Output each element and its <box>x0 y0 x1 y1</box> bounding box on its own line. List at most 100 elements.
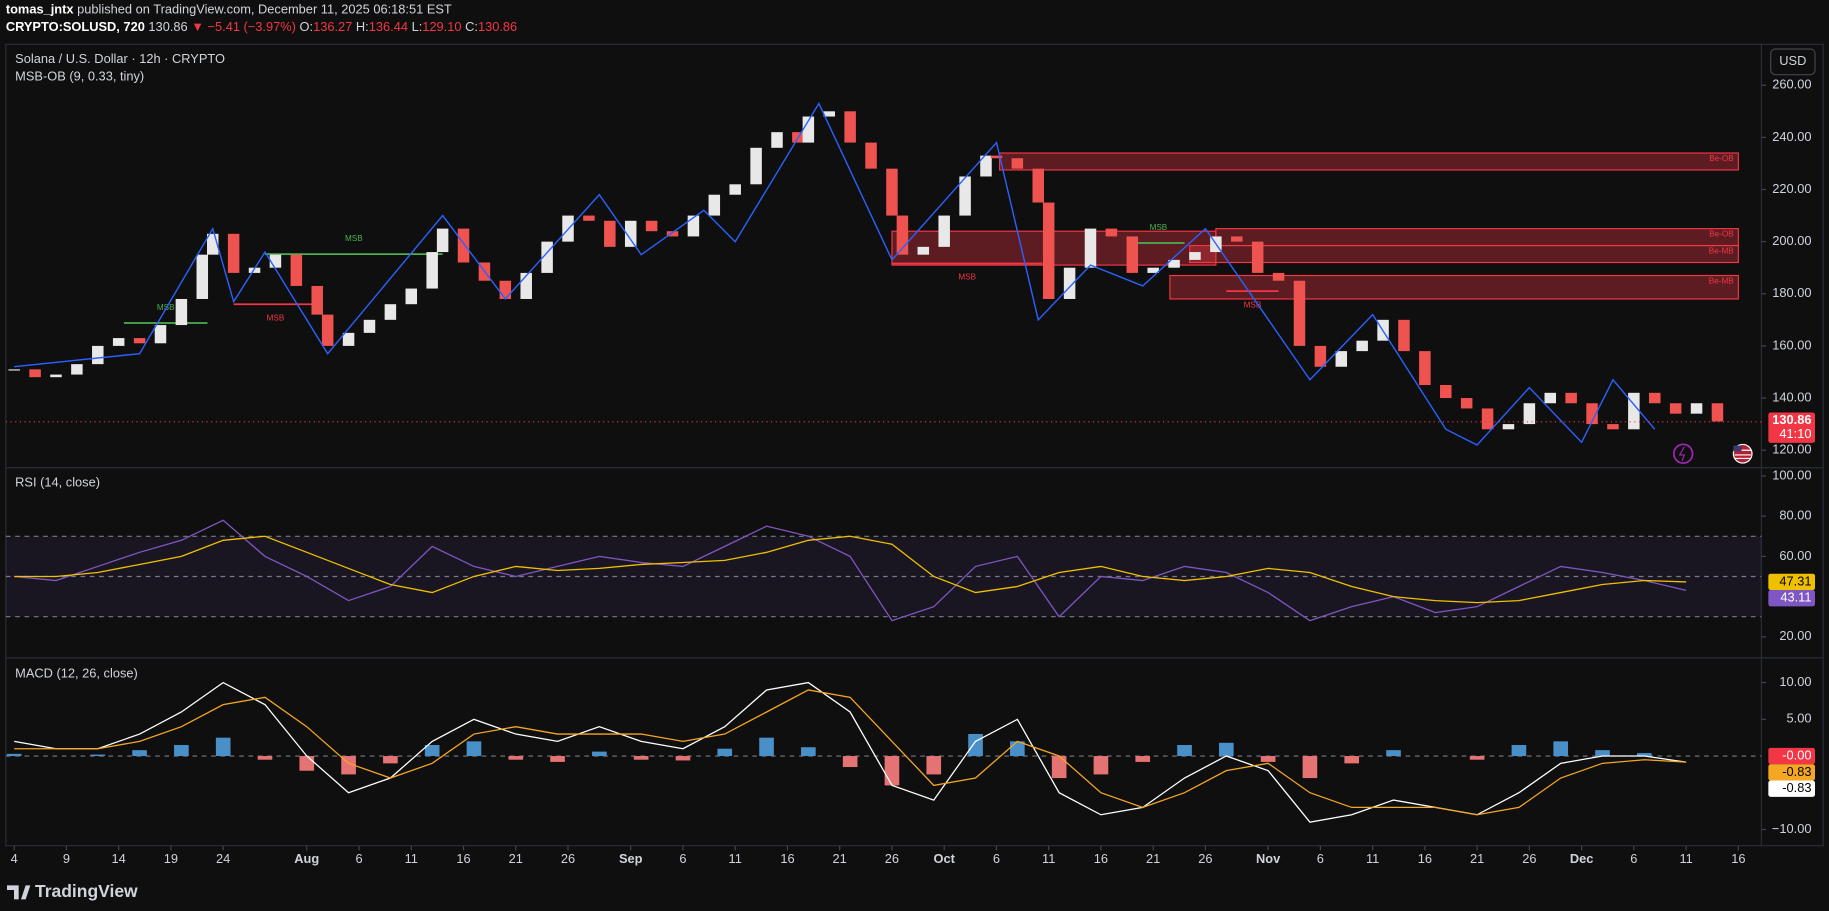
histogram-bar <box>1511 745 1527 757</box>
candle <box>50 374 62 378</box>
value-badge <box>1768 780 1816 797</box>
y-tick-label: 100.00 <box>1772 467 1811 482</box>
candle <box>896 215 909 255</box>
candle <box>1011 158 1024 169</box>
candle <box>269 254 282 268</box>
close-value: 130.86 <box>478 19 517 34</box>
candle <box>1314 345 1327 367</box>
candle <box>886 168 898 216</box>
low-value: 129.10 <box>422 19 461 34</box>
y-tick-label: 10.00 <box>1779 674 1811 689</box>
candle <box>1272 272 1285 281</box>
candle <box>112 338 125 346</box>
y-tick-label: 120.00 <box>1772 442 1811 457</box>
histogram-bar <box>1344 756 1360 764</box>
candle <box>750 147 762 185</box>
x-tick-label: 11 <box>1679 851 1692 866</box>
candle <box>865 142 877 169</box>
candle <box>457 228 470 263</box>
x-tick-label: 6 <box>679 851 686 866</box>
histogram-bar <box>884 756 900 786</box>
candle <box>1032 168 1044 203</box>
msb-label: MSB <box>958 273 976 282</box>
series-line <box>14 535 1687 604</box>
order-block-label: Be-OB <box>1709 154 1734 163</box>
alert-icon[interactable] <box>1672 443 1694 464</box>
currency-button[interactable] <box>1770 48 1816 76</box>
candle <box>917 246 930 255</box>
histogram-bar <box>1553 741 1569 757</box>
candle <box>1502 424 1515 430</box>
high-value: 136.44 <box>369 19 408 34</box>
candle <box>248 267 261 273</box>
macd-title: MACD (12, 26, close) <box>15 666 138 681</box>
candle <box>8 369 20 371</box>
last-price-label: 130.86 <box>1772 412 1811 427</box>
candle <box>980 155 992 177</box>
histogram-bar <box>383 756 398 764</box>
y-tick-label: 240.00 <box>1772 129 1811 144</box>
value-badge-label: 43.11 <box>1780 590 1811 605</box>
candle <box>520 272 532 299</box>
value-badge-label: 47.31 <box>1779 573 1811 588</box>
histogram-bar <box>257 756 273 760</box>
x-tick-label: 16 <box>1094 851 1108 866</box>
value-badge <box>1768 764 1816 781</box>
symbol: CRYPTO:SOLUSD, 720 <box>6 19 145 34</box>
candle <box>1147 267 1159 273</box>
rsi-title: RSI (14, close) <box>15 474 100 489</box>
footer-brand: TradingView <box>35 881 138 901</box>
zigzag-line <box>14 101 1656 446</box>
value-badge-label: -0.83 <box>1782 780 1811 795</box>
candle <box>708 194 721 216</box>
candle <box>583 215 595 221</box>
histogram-bar <box>1386 750 1401 757</box>
low-key: L: <box>412 19 423 34</box>
histogram-bar <box>299 756 315 771</box>
x-tick-label: 19 <box>164 851 178 866</box>
candle <box>1690 403 1703 414</box>
candle <box>175 298 188 326</box>
y-tick-label: 20.00 <box>1779 628 1811 643</box>
candle <box>1335 351 1348 367</box>
x-tick-label: 11 <box>405 851 418 866</box>
x-tick-label: Sep <box>619 851 643 866</box>
x-tick-label: 21 <box>1470 851 1484 866</box>
histogram-bar <box>215 737 231 757</box>
candle <box>133 338 146 344</box>
indicator-title: MSB-OB (9, 0.33, tiny) <box>15 68 144 83</box>
candle <box>1544 392 1557 404</box>
close-key: C: <box>465 19 478 34</box>
y-tick-label: −10.00 <box>1772 821 1812 836</box>
x-tick-label: Oct <box>934 851 956 866</box>
candle <box>1168 259 1180 268</box>
x-tick-label: 4 <box>11 851 18 866</box>
y-tick-label: 220.00 <box>1772 181 1811 196</box>
candle <box>959 176 971 216</box>
candle <box>624 220 637 247</box>
histogram-bar <box>1302 756 1318 779</box>
footer-logo <box>6 885 31 900</box>
series-line <box>14 681 1687 823</box>
candle <box>405 288 418 305</box>
histogram-bar <box>842 756 858 768</box>
histogram-bar <box>1219 742 1234 757</box>
y-tick-label: 160.00 <box>1772 337 1811 352</box>
published: published on TradingView.com, December 1… <box>77 2 452 17</box>
x-tick-label: 26 <box>1522 851 1536 866</box>
candle <box>1669 403 1682 414</box>
candle <box>844 111 856 143</box>
candle <box>1126 236 1139 273</box>
y-tick-label: 80.00 <box>1779 508 1811 523</box>
candle <box>666 231 679 237</box>
histogram-bar <box>174 745 189 757</box>
alert-bolt <box>1678 446 1686 461</box>
series-line <box>14 689 1687 816</box>
candle <box>1231 236 1243 242</box>
publish-line: tomas_jntx published on TradingView.com,… <box>6 2 452 17</box>
candle <box>1356 340 1368 352</box>
candle <box>1440 384 1452 399</box>
histogram-bar <box>717 748 733 757</box>
x-tick-label: 26 <box>885 851 899 866</box>
candle <box>541 241 553 273</box>
